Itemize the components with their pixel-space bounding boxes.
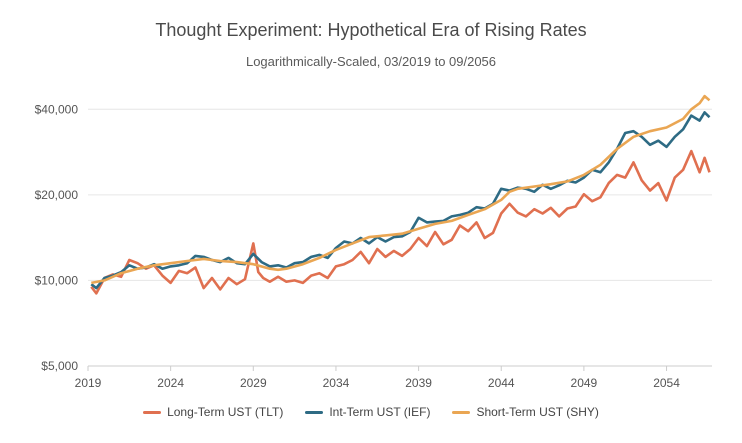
chart-subtitle: Logarithmically-Scaled, 03/2019 to 09/20… bbox=[245, 54, 497, 69]
x-tick-label: 2024 bbox=[157, 376, 184, 390]
chart-title: Thought Experiment: Hypothetical Era of … bbox=[155, 20, 587, 40]
series-lines bbox=[90, 94, 711, 295]
x-tick-label: 2049 bbox=[571, 376, 598, 390]
legend-item-ief: Int-Term UST (IEF) bbox=[305, 405, 430, 419]
gridlines bbox=[88, 108, 712, 367]
legend-label-tlt: Long-Term UST (TLT) bbox=[167, 405, 284, 419]
legend-item-shy: Short-Term UST (SHY) bbox=[452, 405, 599, 419]
y-tick-label: $40,000 bbox=[35, 102, 79, 116]
x-tick-label: 2029 bbox=[240, 376, 267, 390]
legend-swatch-ief bbox=[305, 410, 324, 414]
legend-label-ief: Int-Term UST (IEF) bbox=[329, 405, 431, 419]
series-line-ief bbox=[90, 111, 711, 290]
legend-swatch-shy bbox=[452, 410, 471, 414]
x-tick-label: 2039 bbox=[405, 376, 432, 390]
x-tick-label: 2019 bbox=[75, 376, 102, 390]
y-tick-label: $5,000 bbox=[41, 359, 78, 373]
y-tick-label: $10,000 bbox=[35, 273, 79, 287]
legend: Long-Term UST (TLT) Int-Term UST (IEF) S… bbox=[0, 405, 742, 419]
x-tick-label: 2044 bbox=[488, 376, 515, 390]
x-tick-label: 2034 bbox=[323, 376, 350, 390]
x-tick-label: 2054 bbox=[653, 376, 680, 390]
legend-item-tlt: Long-Term UST (TLT) bbox=[143, 405, 283, 419]
legend-label-shy: Short-Term UST (SHY) bbox=[476, 405, 599, 419]
series-line-shy bbox=[91, 94, 711, 285]
legend-swatch-tlt bbox=[143, 410, 162, 414]
axes: $5,000 $10,000 $20,000 $40,000 2019 2024 2029 2… bbox=[35, 102, 681, 390]
series-line-tlt bbox=[90, 149, 711, 295]
y-tick-label: $20,000 bbox=[35, 188, 79, 202]
